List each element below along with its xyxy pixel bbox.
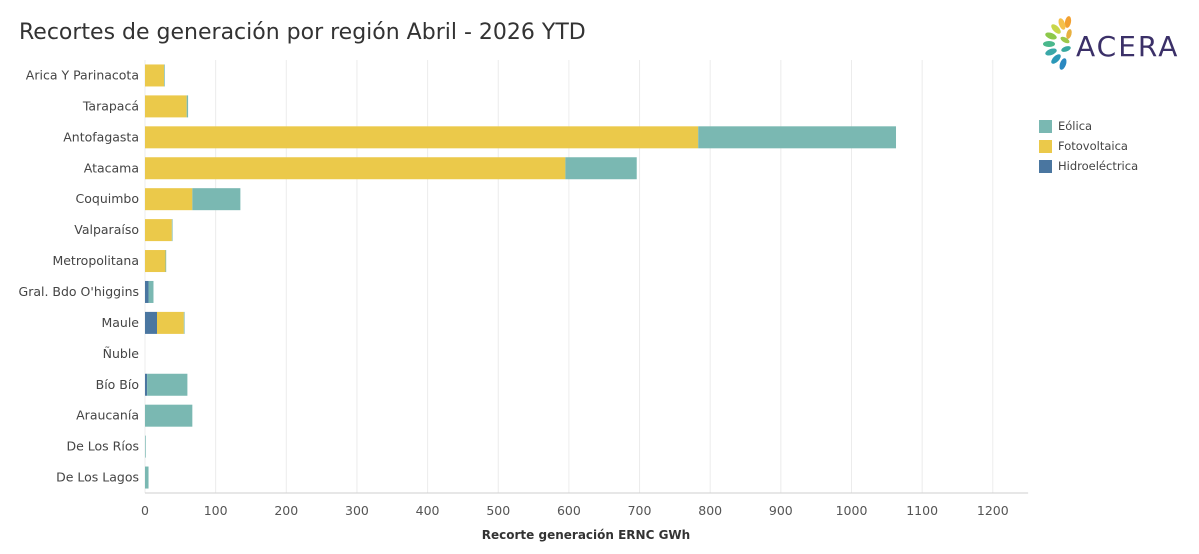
legend-item-eolica[interactable]: Eólica — [1039, 116, 1138, 136]
bar-eólica[interactable] — [171, 219, 173, 242]
legend-label-hidroelectrica: Hidroeléctrica — [1058, 159, 1139, 173]
bar-fotovoltaica[interactable] — [145, 250, 166, 273]
legend-label-eolica: Eólica — [1058, 119, 1093, 133]
category-label: Gral. Bdo O'higgins — [19, 284, 139, 299]
bar-eólica[interactable] — [698, 126, 897, 149]
legend-item-hidroelectrica[interactable]: Hidroeléctrica — [1039, 156, 1138, 176]
bar-hidroeléctrica[interactable] — [145, 280, 149, 303]
x-tick-label: 800 — [698, 503, 722, 518]
legend-swatch-hidroelectrica — [1039, 159, 1052, 173]
bar-eólica[interactable] — [145, 404, 193, 427]
x-tick-label: 900 — [769, 503, 793, 518]
bar-eólica[interactable] — [192, 188, 241, 211]
bar-hidroeléctrica[interactable] — [145, 311, 158, 334]
bar-fotovoltaica[interactable] — [145, 188, 193, 211]
x-tick-label: 300 — [345, 503, 369, 518]
x-tick-label: 100 — [204, 503, 228, 518]
category-label: Maule — [101, 315, 139, 330]
x-tick-label: 0 — [141, 503, 149, 518]
x-tick-label: 500 — [486, 503, 510, 518]
bar-fotovoltaica[interactable] — [157, 311, 184, 334]
category-label: Bío Bío — [96, 377, 139, 392]
bar-eólica[interactable] — [145, 435, 146, 458]
x-tick-label: 700 — [628, 503, 652, 518]
x-tick-label: 600 — [557, 503, 581, 518]
x-axis-label: Recorte generación ERNC GWh — [482, 528, 690, 542]
bar-eólica[interactable] — [145, 466, 149, 489]
category-label: De Los Ríos — [67, 439, 140, 454]
x-tick-label: 400 — [416, 503, 440, 518]
bar-eólica[interactable] — [565, 157, 637, 180]
acera-logo-icon — [1043, 16, 1072, 70]
x-tick-label: 1000 — [836, 503, 868, 518]
bar-fotovoltaica[interactable] — [145, 157, 566, 180]
bar-eólica[interactable] — [183, 311, 185, 334]
legend: Eólica Fotovoltaica Hidroeléctrica — [1039, 116, 1138, 176]
bar-hidroeléctrica[interactable] — [145, 373, 148, 396]
chart-title: Recortes de generación por región Abril … — [19, 20, 586, 45]
label-layer: 0 100 200 300 400 500 600 700 800 900 1000 1100 1200… — [19, 67, 1009, 518]
category-label: Metropolitana — [52, 253, 139, 268]
logo-text: ACERA — [1076, 30, 1180, 63]
x-tick-label: 200 — [274, 503, 298, 518]
category-label: Coquimbo — [76, 191, 139, 206]
category-label: Arica Y Parinacota — [26, 67, 139, 82]
x-tick-label: 1100 — [906, 503, 938, 518]
bar-eólica[interactable] — [148, 280, 154, 303]
category-label: Antofagasta — [63, 129, 139, 144]
legend-item-fotovoltaica[interactable]: Fotovoltaica — [1039, 136, 1138, 156]
x-tick-label: 1200 — [977, 503, 1009, 518]
grid-layer — [144, 60, 1029, 494]
category-label: Araucanía — [76, 408, 139, 423]
legend-label-fotovoltaica: Fotovoltaica — [1058, 139, 1128, 153]
bar-eólica[interactable] — [147, 373, 188, 396]
legend-swatch-fotovoltaica — [1039, 139, 1052, 153]
bar-fotovoltaica[interactable] — [145, 126, 699, 149]
category-label: Valparaíso — [74, 222, 139, 237]
category-label: Tarapacá — [82, 98, 139, 113]
category-label: Atacama — [84, 160, 139, 175]
bar-fotovoltaica[interactable] — [145, 219, 172, 242]
bar-fotovoltaica[interactable] — [145, 95, 187, 118]
bar-eólica[interactable] — [164, 64, 165, 87]
bar-fotovoltaica[interactable] — [145, 64, 165, 87]
legend-swatch-eolica — [1039, 119, 1052, 133]
bar-eólica[interactable] — [165, 250, 167, 273]
category-label: De Los Lagos — [56, 470, 139, 485]
bar-layer — [145, 64, 897, 489]
bar-eólica[interactable] — [186, 95, 189, 118]
category-label: Ñuble — [103, 346, 140, 361]
